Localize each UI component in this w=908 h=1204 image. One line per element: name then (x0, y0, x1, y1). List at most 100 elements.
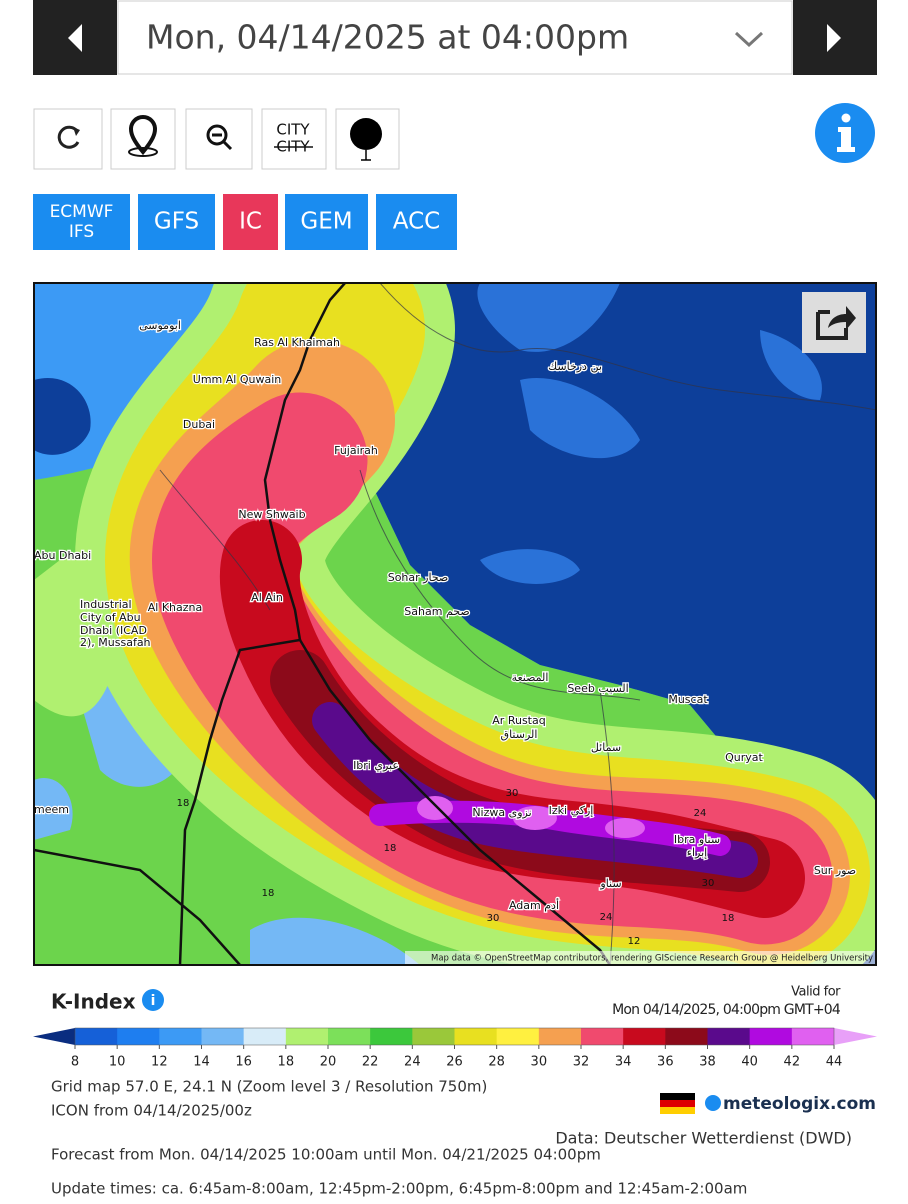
cool-patches (34, 681, 420, 965)
place-label: Ras Al Khaimah (254, 336, 340, 349)
place-label: Muscat (668, 693, 708, 706)
colorbar-segment (496, 1028, 540, 1045)
colorbar-segment (201, 1028, 245, 1045)
date-text: Mon, 04/14/2025 at 04:00pm (146, 18, 629, 57)
cold-core (34, 378, 91, 455)
place-label: Quryat (725, 751, 763, 764)
colorbar: 8 10 12 14 16 18 20 22 24 26 28 30 32 34 36 38 40 42 44 (33, 1027, 877, 1070)
place-label: سمائل (591, 741, 621, 754)
flag (660, 1107, 695, 1114)
dropdown-icon (734, 31, 764, 48)
colorbar-segment (665, 1028, 708, 1045)
marker-icon (350, 118, 382, 150)
next-icon (827, 24, 841, 52)
sea-deep (345, 283, 876, 965)
model-button[interactable] (33, 194, 130, 250)
place-label: Al Khazna (148, 601, 203, 614)
place-label: Ibri عبري (353, 759, 399, 772)
map-frame (33, 282, 877, 966)
zoom-icon-lines (212, 133, 233, 151)
colorbar-end (834, 1028, 877, 1045)
colorbar-label: 40 (741, 1055, 758, 1070)
location-base (128, 147, 158, 157)
zoom-out-button[interactable] (185, 108, 253, 170)
legend-info[interactable] (142, 989, 164, 1011)
place-label: بن درخاسك (548, 360, 602, 373)
contour-label: 12 (628, 936, 641, 947)
refresh-icon (57, 125, 80, 149)
colorbar-segment (707, 1028, 751, 1045)
update-times: Update times: ca. 6:45am-8:00am, 12:45pm… (51, 1180, 747, 1198)
model-label: IC (239, 209, 262, 235)
place-label: ابوموسى (139, 319, 181, 332)
contour-label: 30 (487, 913, 500, 924)
place-label: إبراء (687, 846, 707, 859)
flag (660, 1093, 695, 1100)
colorbar-label: 8 (71, 1055, 79, 1070)
contour-label: 30 (702, 878, 715, 889)
colorbar-label: 38 (699, 1055, 716, 1070)
colorbar-label: 34 (615, 1055, 632, 1070)
place-label: Adam أدم (509, 898, 559, 912)
place-label: Saham صحم (404, 605, 469, 618)
colorbar-label: 36 (657, 1055, 674, 1070)
model-button[interactable] (138, 194, 215, 250)
colorbar-segment (117, 1028, 160, 1045)
colorbar-segment (749, 1028, 793, 1045)
place-label: Umm Al Quwain (193, 373, 281, 386)
colorbar-segment (581, 1028, 624, 1045)
model-button[interactable] (376, 194, 457, 250)
colorbar-segment (791, 1028, 835, 1045)
colorbar-segment (412, 1028, 455, 1045)
location-icon (128, 115, 158, 156)
info-i (837, 127, 855, 152)
colorbar-segment (370, 1028, 413, 1045)
colorbar-segment (328, 1028, 371, 1045)
place-label: سناو (599, 877, 621, 890)
model-label: ACC (393, 209, 440, 235)
place-label: Abu Dhabi (34, 549, 91, 562)
colorbar-label: 32 (573, 1055, 590, 1070)
colorbar-segment (454, 1028, 498, 1045)
model-buttons: ECMWF IFS GFS IC GEM ACC (33, 194, 457, 250)
model-run: ICON from 04/14/2025/00z (51, 1102, 252, 1120)
colorbar-label: 12 (151, 1055, 168, 1070)
contour-label: 18 (384, 843, 397, 854)
colorbar-segment (159, 1028, 202, 1045)
contour-label: 24 (600, 912, 613, 923)
share-arrow (828, 306, 856, 330)
sea-light (477, 283, 822, 584)
place-label: الرستاق (501, 728, 538, 741)
place-label: Industrial (80, 598, 132, 611)
refresh-button[interactable] (33, 108, 103, 170)
borders (34, 283, 612, 965)
place-label: Izki إزكي (549, 804, 594, 817)
place-label: meem (34, 803, 69, 816)
date-select[interactable] (117, 0, 793, 75)
colorbar-label: 14 (193, 1055, 210, 1070)
colorbar-label: 16 (235, 1055, 252, 1070)
model-button[interactable] (285, 194, 368, 250)
brand: meteologix.com (723, 1094, 876, 1114)
model-button[interactable] (223, 194, 278, 250)
place-label: New Shwaib (238, 508, 305, 521)
colorbar-segment (243, 1028, 287, 1045)
colorbar-label: 18 (278, 1055, 295, 1070)
grid-info: Grid map 57.0 E, 24.1 N (Zoom level 3 / … (51, 1078, 487, 1096)
model-label: ECMWF IFS (50, 202, 114, 242)
colorbar-label: 10 (109, 1055, 126, 1070)
city-button[interactable] (261, 108, 327, 170)
colorbar-label: 28 (488, 1055, 505, 1070)
attribution: Map data © OpenStreetMap contributors, r… (431, 954, 873, 964)
colorbar-label: 20 (320, 1055, 337, 1070)
marker-stem (361, 150, 371, 161)
colorbar-label: 26 (446, 1055, 463, 1070)
zoom-icon (206, 124, 228, 146)
contour-label: 18 (177, 798, 190, 809)
contour-label: 24 (694, 808, 707, 819)
place-label: Sohar صحار (388, 571, 449, 584)
place-label: City of Abu (80, 611, 141, 624)
colorbar-label: 42 (784, 1055, 801, 1070)
colorbar-label: 24 (404, 1055, 421, 1070)
